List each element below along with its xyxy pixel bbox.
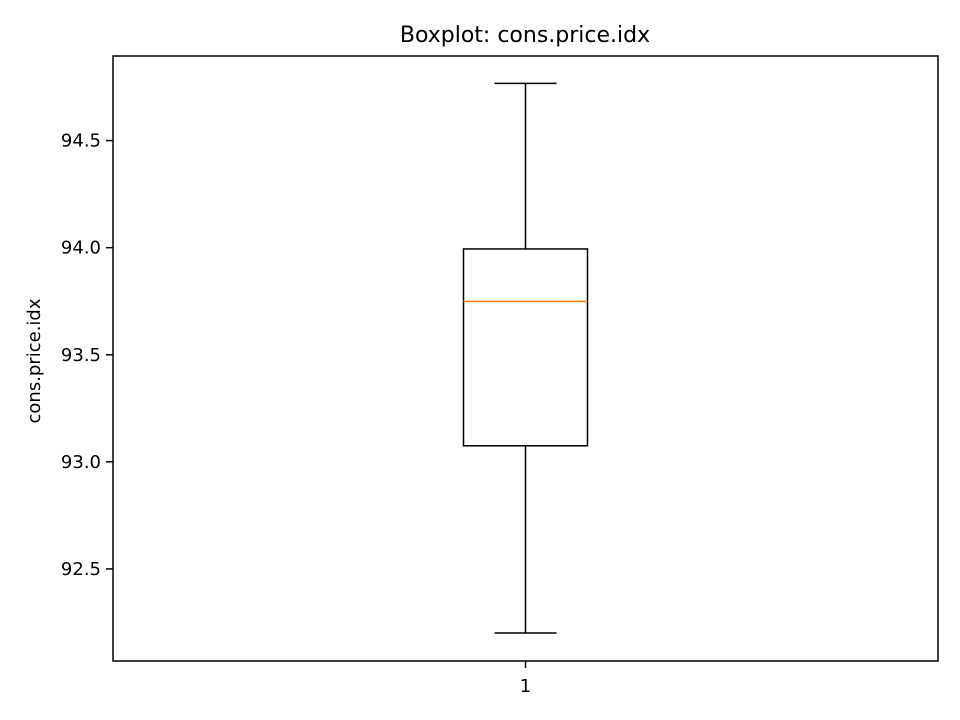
plot-area: 92.5 93.0 93.5 94.0 94.5 1 [61, 55, 939, 697]
x-tick-label: 1 [520, 676, 531, 697]
y-tick-label: 93.0 [61, 452, 101, 473]
chart-title: Boxplot: cons.price.idx [400, 23, 650, 48]
y-tick-label: 93.5 [61, 345, 101, 366]
iqr-box [462, 248, 589, 447]
y-tick-label: 94.0 [61, 238, 101, 259]
y-tick-label: 94.5 [61, 131, 101, 152]
y-tick-label: 92.5 [61, 559, 101, 580]
y-axis-label: cons.price.idx [24, 298, 45, 423]
